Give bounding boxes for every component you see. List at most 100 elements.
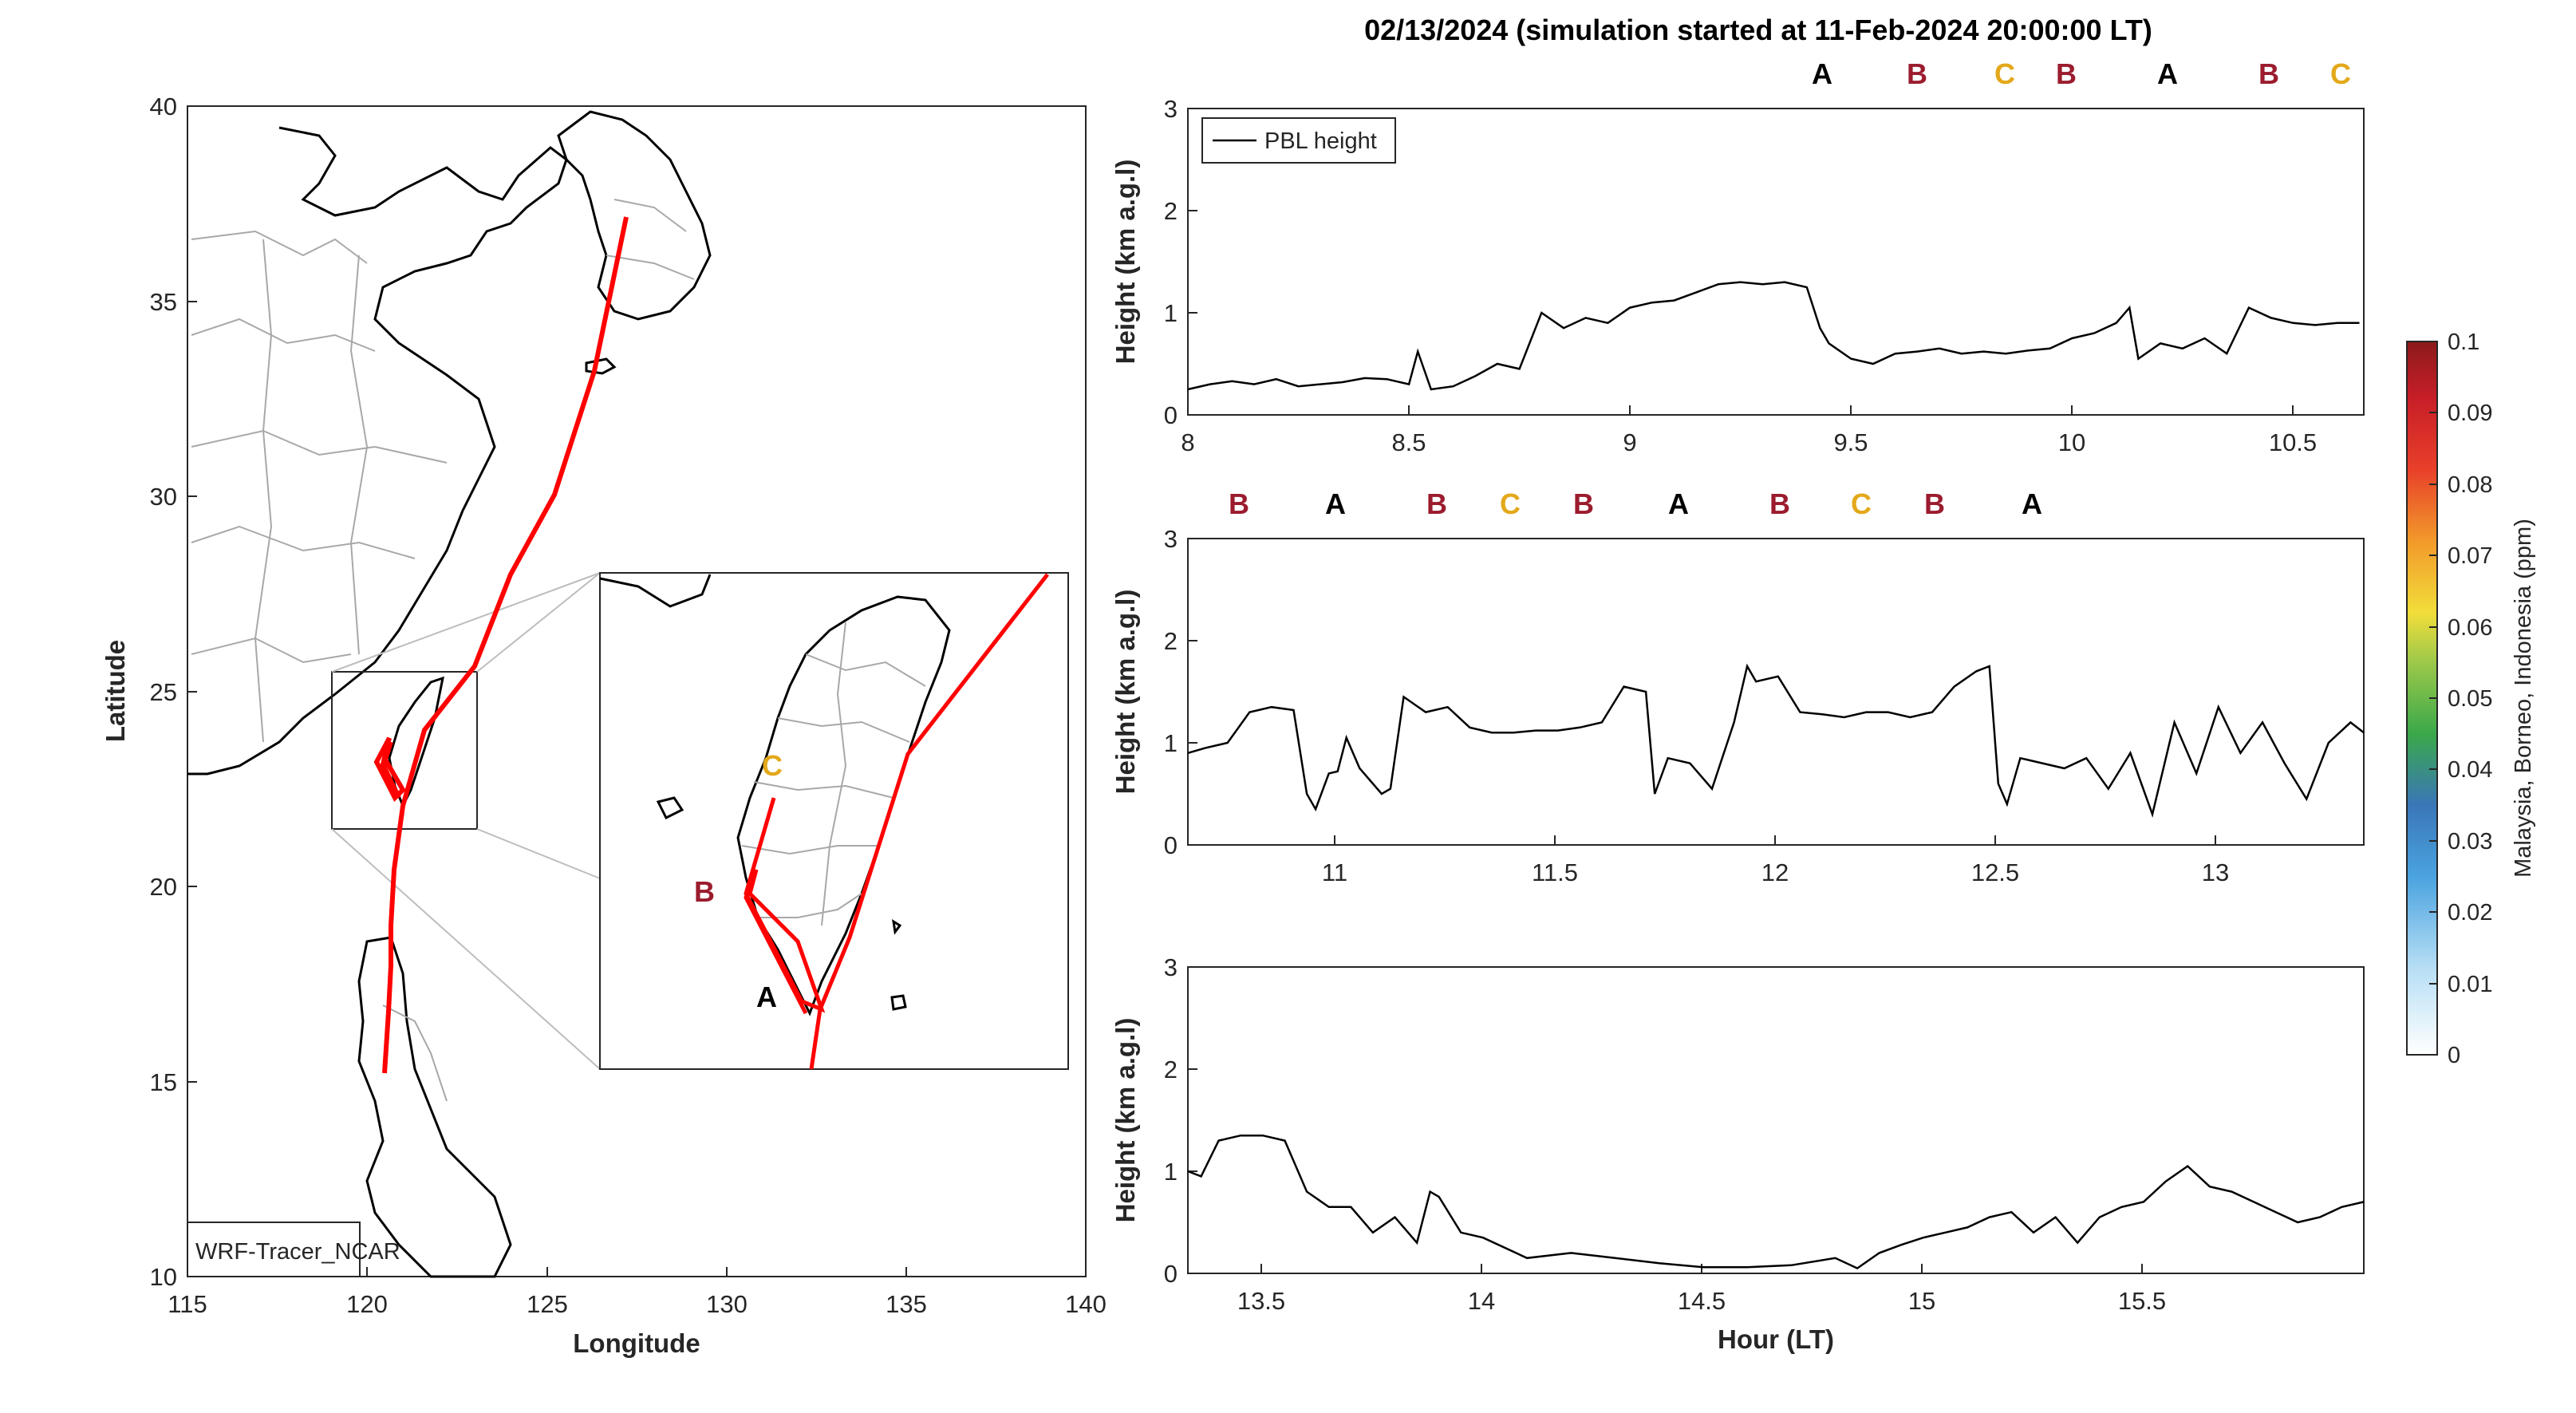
y-tick-label: 2 <box>1164 1056 1178 1083</box>
y-tick-label: 1 <box>1164 729 1178 757</box>
x-tick-label: 8.5 <box>1391 428 1426 456</box>
model-label: WRF-Tracer_NCAR <box>195 1239 400 1265</box>
y-tick-label: 10 <box>150 1263 177 1291</box>
y-tick-label: 3 <box>1164 95 1178 123</box>
county-border <box>805 653 926 687</box>
inset-label-b: B <box>694 875 715 908</box>
map-x-label: Longitude <box>573 1328 700 1358</box>
marker-c: C <box>1500 487 1521 520</box>
x-tick-label: 8 <box>1181 428 1194 456</box>
inset-flight-track-local <box>744 797 826 1015</box>
panel-3-y-label: Height (km a.g.l) <box>1110 1018 1140 1223</box>
zoom-connector <box>476 828 601 879</box>
x-tick-label: 12.5 <box>1971 858 2019 886</box>
legend-label: PBL height <box>1264 128 1377 154</box>
inset-island <box>892 918 902 935</box>
panel-1-x-ticks: 8 8.5 9 9.5 10 10.5 <box>1181 405 2317 456</box>
cb-tick-label: 0.1 <box>2448 330 2479 355</box>
y-tick-label: 40 <box>150 93 177 120</box>
y-tick-label: 15 <box>150 1068 177 1096</box>
marker-b: B <box>2056 57 2077 90</box>
x-tick-label: 11.5 <box>1532 858 1578 886</box>
panel-1-markers: A B C B A B C <box>1812 57 2351 90</box>
inset-island <box>890 994 907 1011</box>
y-tick-label: 20 <box>150 873 177 901</box>
zoom-box <box>331 671 478 830</box>
colorbar-ticks: 0 0.01 0.02 0.03 0.04 0.05 0.06 0.07 0.0… <box>2429 330 2492 1068</box>
panel-3-x-ticks: 13.5 14 14.5 15 15.5 <box>1237 1264 2166 1315</box>
y-tick-label: 3 <box>1164 525 1178 553</box>
flight-track-local <box>373 736 406 803</box>
inset-label-c: C <box>762 749 783 782</box>
zoom-connector <box>331 572 601 673</box>
inset-taiwan <box>736 595 951 1016</box>
cb-tick-label: 0.07 <box>2448 543 2492 569</box>
cb-tick-label: 0.06 <box>2448 615 2492 641</box>
x-tick-label: 130 <box>706 1290 748 1318</box>
panel-frame <box>1187 966 2365 1274</box>
marker-b: B <box>2258 57 2279 90</box>
cb-tick-label: 0.02 <box>2448 900 2492 926</box>
province-border <box>191 429 448 464</box>
province-border <box>191 318 376 352</box>
korea-peninsula <box>557 110 712 321</box>
inset-label-a: A <box>756 981 777 1013</box>
map-land <box>187 110 712 1278</box>
pbl-panel-1: 0 1 2 3 8 8.5 9 9.5 10 10.5 Height (km a… <box>1110 57 2365 456</box>
marker-b: B <box>1573 487 1594 520</box>
inset-land <box>599 574 951 1016</box>
pbl-series-2 <box>1187 663 2365 818</box>
cb-tick-label: 0.04 <box>2448 757 2492 783</box>
county-border <box>758 893 862 918</box>
y-tick-label: 35 <box>150 288 177 316</box>
y-tick-label: 2 <box>1164 627 1178 655</box>
flight-track <box>382 216 629 1074</box>
marker-a: A <box>1325 487 1346 520</box>
y-tick-label: 0 <box>1164 401 1178 429</box>
cb-tick-label: 0.08 <box>2448 472 2492 498</box>
x-tick-label: 10.5 <box>2269 428 2317 456</box>
china-coastline <box>187 126 568 776</box>
marker-a: A <box>1812 57 1832 90</box>
x-tick-label: 10 <box>2058 428 2085 456</box>
y-tick-label: 0 <box>1164 831 1178 859</box>
y-tick-label: 1 <box>1164 299 1178 327</box>
province-border <box>606 255 695 280</box>
panel-1-y-label: Height (km a.g.l) <box>1110 160 1140 365</box>
x-tick-label: 120 <box>346 1290 388 1318</box>
cb-tick-label: 0.03 <box>2448 829 2492 855</box>
x-tick-label: 11 <box>1322 858 1347 886</box>
zoom-connector <box>331 828 601 1070</box>
x-tick-label: 12 <box>1761 858 1789 886</box>
marker-c: C <box>2330 57 2351 90</box>
map-x-ticks: 115 120 125 130 135 140 <box>168 1267 1107 1318</box>
map-y-label: Latitude <box>101 640 130 742</box>
inset-china-coast <box>599 574 712 608</box>
x-tick-label: 13.5 <box>1237 1287 1285 1315</box>
marker-a: A <box>2157 57 2178 90</box>
marker-b: B <box>1907 57 1927 90</box>
panel-3-x-label: Hour (LT) <box>1718 1324 1834 1354</box>
zoom-connector <box>476 572 601 673</box>
pbl-panel-3: 0 1 2 3 13.5 14 14.5 15 15.5 Height (km … <box>1110 953 2365 1354</box>
panel-1-legend: PBL height <box>1201 117 1396 164</box>
marker-b: B <box>1769 487 1790 520</box>
colorbar: 0 0.01 0.02 0.03 0.04 0.05 0.06 0.07 0.0… <box>2406 330 2536 1068</box>
panel-2-y-ticks: 0 1 2 3 <box>1164 525 1197 859</box>
colorbar-label: Malaysia, Borneo, Indonesia (ppm) <box>2511 519 2536 878</box>
inset-borders <box>741 622 926 926</box>
map-y-ticks: 10 15 20 25 30 35 40 <box>150 93 197 1291</box>
x-tick-label: 14.5 <box>1678 1287 1726 1315</box>
pbl-series-3 <box>1187 1134 2365 1270</box>
pbl-series-1 <box>1187 281 2360 391</box>
province-border <box>191 525 416 559</box>
x-tick-label: 15.5 <box>2118 1287 2166 1315</box>
marker-a: A <box>2022 487 2042 520</box>
panel-2-markers: B A B C B A B C B A <box>1229 487 2042 520</box>
county-border <box>821 622 847 926</box>
marker-b: B <box>1229 487 1249 520</box>
x-tick-label: 125 <box>527 1290 568 1318</box>
x-tick-label: 140 <box>1065 1290 1107 1318</box>
y-tick-label: 2 <box>1164 197 1178 225</box>
